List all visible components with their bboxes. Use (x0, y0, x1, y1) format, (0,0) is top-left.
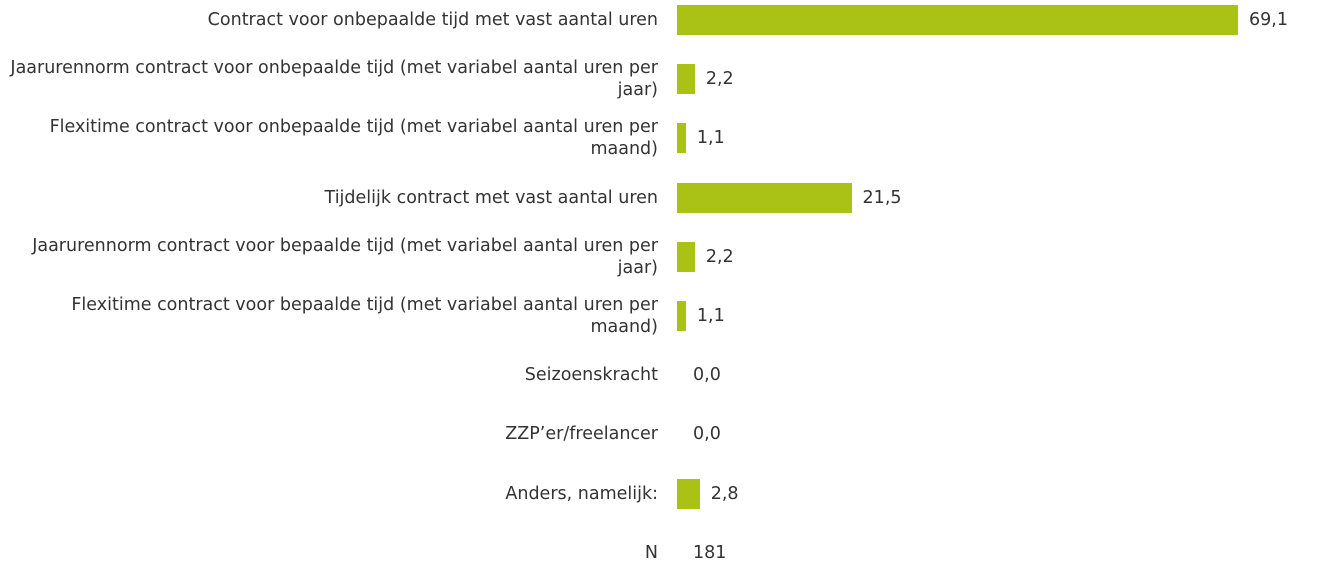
bar (677, 478, 700, 509)
category-label: Anders, namelijk: (505, 483, 658, 504)
category-label: Contract voor onbepaalde tijd met vast a… (207, 10, 658, 30)
bar (677, 301, 686, 331)
n-label: N (644, 542, 658, 563)
value-label: 0,0 (693, 365, 721, 386)
bar (677, 123, 686, 154)
value-label: 0,0 (693, 424, 721, 445)
bar (677, 241, 695, 272)
value-label: 1,1 (696, 128, 725, 149)
value-label: 2,2 (705, 246, 734, 267)
category-label: Flexitime contract voor bepaalde tijd (m… (71, 295, 658, 337)
category-label: Jaarurennorm contract voor bepaalde tijd… (32, 235, 658, 278)
category-label: Tijdelijk contract met vast aantal uren (324, 187, 658, 208)
n-value: 181 (693, 542, 727, 563)
bar (677, 64, 695, 95)
value-label: 2,8 (710, 483, 739, 504)
category-label: Jaarurennorm contract voor onbepaalde ti… (10, 58, 658, 101)
category-label: Seizoenskracht (524, 365, 658, 386)
value-label: 21,5 (862, 187, 902, 208)
bar (677, 182, 852, 213)
value-label: 1,1 (696, 306, 725, 326)
category-label: ZZP’er/freelancer (505, 424, 658, 445)
category-label: Flexitime contract voor onbepaalde tijd … (49, 117, 658, 160)
value-label: 69,1 (1249, 10, 1288, 30)
bar (677, 5, 1238, 35)
value-label: 2,2 (705, 69, 734, 90)
